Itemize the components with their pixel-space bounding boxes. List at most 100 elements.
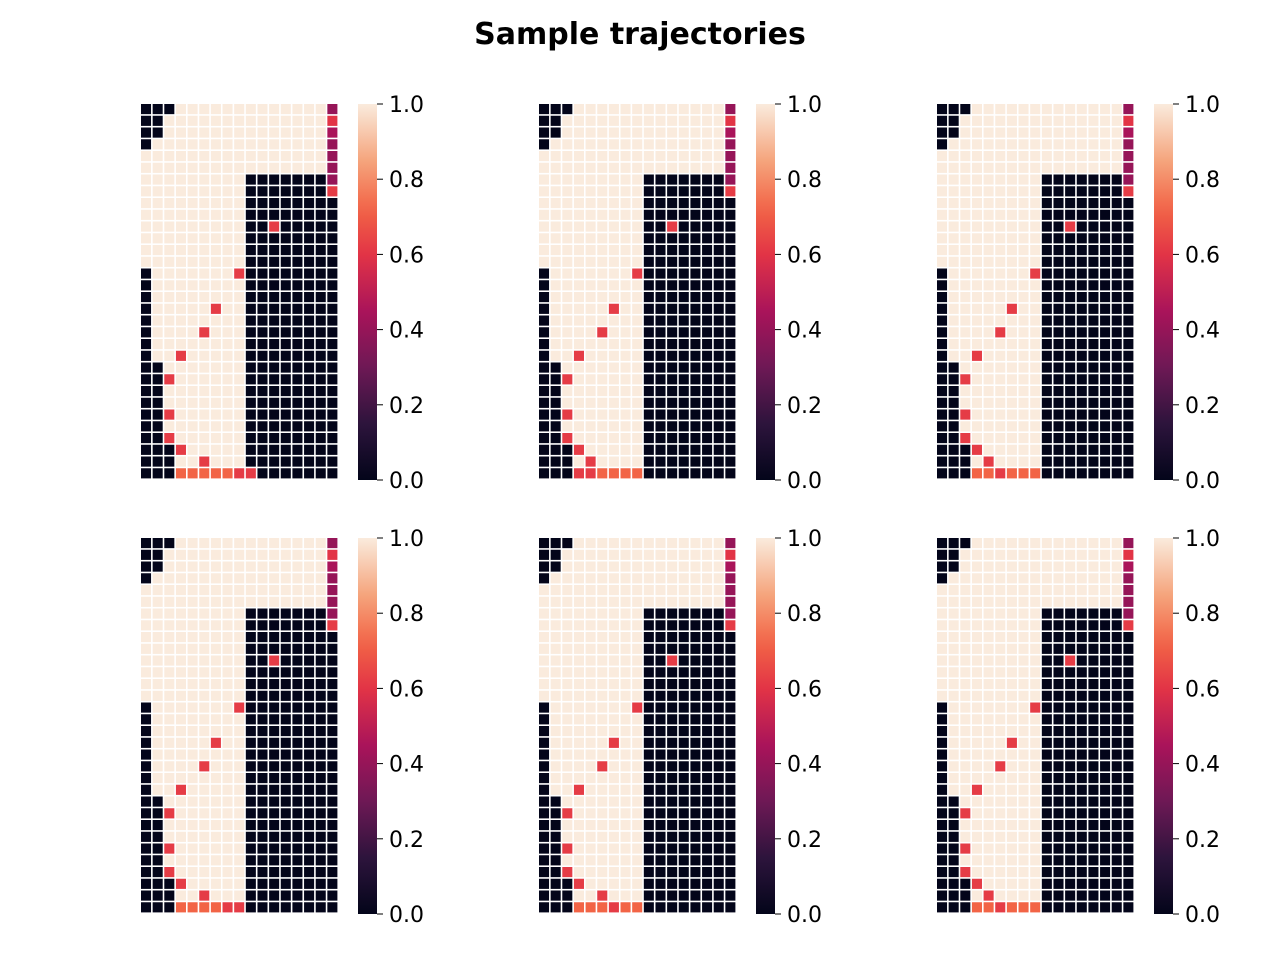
heatmap-cell bbox=[983, 667, 994, 678]
heatmap-cell bbox=[1006, 233, 1017, 244]
heatmap-cell bbox=[643, 761, 654, 772]
heatmap-cell bbox=[702, 573, 713, 584]
heatmap-cell bbox=[152, 808, 163, 819]
heatmap-cell bbox=[1053, 268, 1064, 279]
heatmap-cell bbox=[1100, 444, 1111, 455]
heatmap-cell bbox=[1065, 902, 1076, 913]
heatmap-cell bbox=[1041, 174, 1052, 185]
heatmap-cell bbox=[702, 409, 713, 420]
heatmap-cell bbox=[562, 198, 573, 209]
heatmap-cell bbox=[1030, 749, 1041, 760]
heatmap-cell bbox=[713, 339, 724, 350]
heatmap-cell bbox=[562, 726, 573, 737]
heatmap-cell bbox=[562, 303, 573, 314]
heatmap-cell bbox=[1100, 702, 1111, 713]
heatmap-cell bbox=[245, 820, 256, 831]
heatmap-cell bbox=[257, 726, 268, 737]
heatmap-cell bbox=[655, 808, 666, 819]
heatmap-cell bbox=[550, 596, 561, 607]
heatmap-cell bbox=[280, 808, 291, 819]
heatmap-cell bbox=[1088, 350, 1099, 361]
heatmap-cell bbox=[1030, 608, 1041, 619]
heatmap-cell bbox=[713, 198, 724, 209]
heatmap-cell bbox=[702, 585, 713, 596]
heatmap-cell bbox=[655, 890, 666, 901]
heatmap-cell bbox=[678, 327, 689, 338]
heatmap-cell bbox=[632, 339, 643, 350]
heatmap-cell bbox=[304, 374, 315, 385]
heatmap-cell bbox=[164, 690, 175, 701]
heatmap-cell bbox=[141, 339, 152, 350]
heatmap-cell bbox=[995, 655, 1006, 666]
heatmap-cell bbox=[983, 702, 994, 713]
heatmap-cell bbox=[971, 608, 982, 619]
heatmap-cell bbox=[713, 808, 724, 819]
heatmap-cell bbox=[269, 198, 280, 209]
heatmap-cell bbox=[175, 620, 186, 631]
heatmap-cell bbox=[327, 702, 338, 713]
heatmap-cell bbox=[187, 538, 198, 549]
heatmap-cell bbox=[562, 702, 573, 713]
heatmap-cell bbox=[702, 808, 713, 819]
heatmap-cell bbox=[632, 280, 643, 291]
heatmap-cell bbox=[257, 362, 268, 373]
heatmap-cell bbox=[1076, 374, 1087, 385]
heatmap-cell bbox=[222, 433, 233, 444]
heatmap-cell bbox=[327, 843, 338, 854]
heatmap-cell bbox=[948, 468, 959, 479]
heatmap-cell bbox=[632, 561, 643, 572]
heatmap-cell bbox=[222, 151, 233, 162]
heatmap-cell bbox=[678, 292, 689, 303]
heatmap-cell bbox=[655, 702, 666, 713]
heatmap-cell bbox=[995, 714, 1006, 725]
heatmap-cell bbox=[1030, 245, 1041, 256]
heatmap-cell bbox=[643, 890, 654, 901]
heatmap-cell bbox=[245, 573, 256, 584]
heatmap-cell bbox=[175, 596, 186, 607]
heatmap-cell bbox=[960, 749, 971, 760]
heatmap-cell bbox=[187, 890, 198, 901]
heatmap-cell bbox=[948, 127, 959, 138]
heatmap-cell bbox=[655, 831, 666, 842]
heatmap-cell bbox=[164, 303, 175, 314]
heatmap-cell bbox=[597, 245, 608, 256]
heatmap-cell bbox=[199, 233, 210, 244]
heatmap-cell bbox=[597, 456, 608, 467]
heatmap-cell bbox=[327, 796, 338, 807]
heatmap-cell bbox=[315, 890, 326, 901]
heatmap-cell bbox=[187, 162, 198, 173]
heatmap-cell bbox=[1041, 303, 1052, 314]
heatmap-cell bbox=[1053, 878, 1064, 889]
heatmap-cell bbox=[655, 902, 666, 913]
heatmap-cell bbox=[725, 115, 736, 126]
heatmap-cell bbox=[199, 843, 210, 854]
heatmap-cell bbox=[667, 374, 678, 385]
heatmap-cell bbox=[280, 362, 291, 373]
heatmap-cell bbox=[210, 761, 221, 772]
heatmap-cell bbox=[152, 690, 163, 701]
heatmap-cell bbox=[1018, 221, 1029, 232]
heatmap-cell bbox=[304, 350, 315, 361]
heatmap-cell bbox=[304, 315, 315, 326]
heatmap-cell bbox=[245, 386, 256, 397]
heatmap-cell bbox=[327, 139, 338, 150]
heatmap-cell bbox=[983, 820, 994, 831]
heatmap-cell bbox=[327, 468, 338, 479]
heatmap-cell bbox=[1111, 573, 1122, 584]
heatmap-cell bbox=[713, 714, 724, 725]
heatmap-cell bbox=[269, 585, 280, 596]
heatmap-cell bbox=[1041, 292, 1052, 303]
heatmap-cell bbox=[304, 620, 315, 631]
heatmap-cell bbox=[655, 468, 666, 479]
heatmap-cell bbox=[608, 280, 619, 291]
heatmap-cell bbox=[187, 784, 198, 795]
heatmap-cell bbox=[725, 139, 736, 150]
heatmap-cell bbox=[1088, 573, 1099, 584]
heatmap-cell bbox=[725, 256, 736, 267]
heatmap-cell bbox=[1006, 339, 1017, 350]
heatmap-cell bbox=[995, 374, 1006, 385]
heatmap-cell bbox=[1030, 127, 1041, 138]
heatmap-cell bbox=[1030, 561, 1041, 572]
heatmap-cell bbox=[1018, 608, 1029, 619]
heatmap-cell bbox=[1065, 714, 1076, 725]
